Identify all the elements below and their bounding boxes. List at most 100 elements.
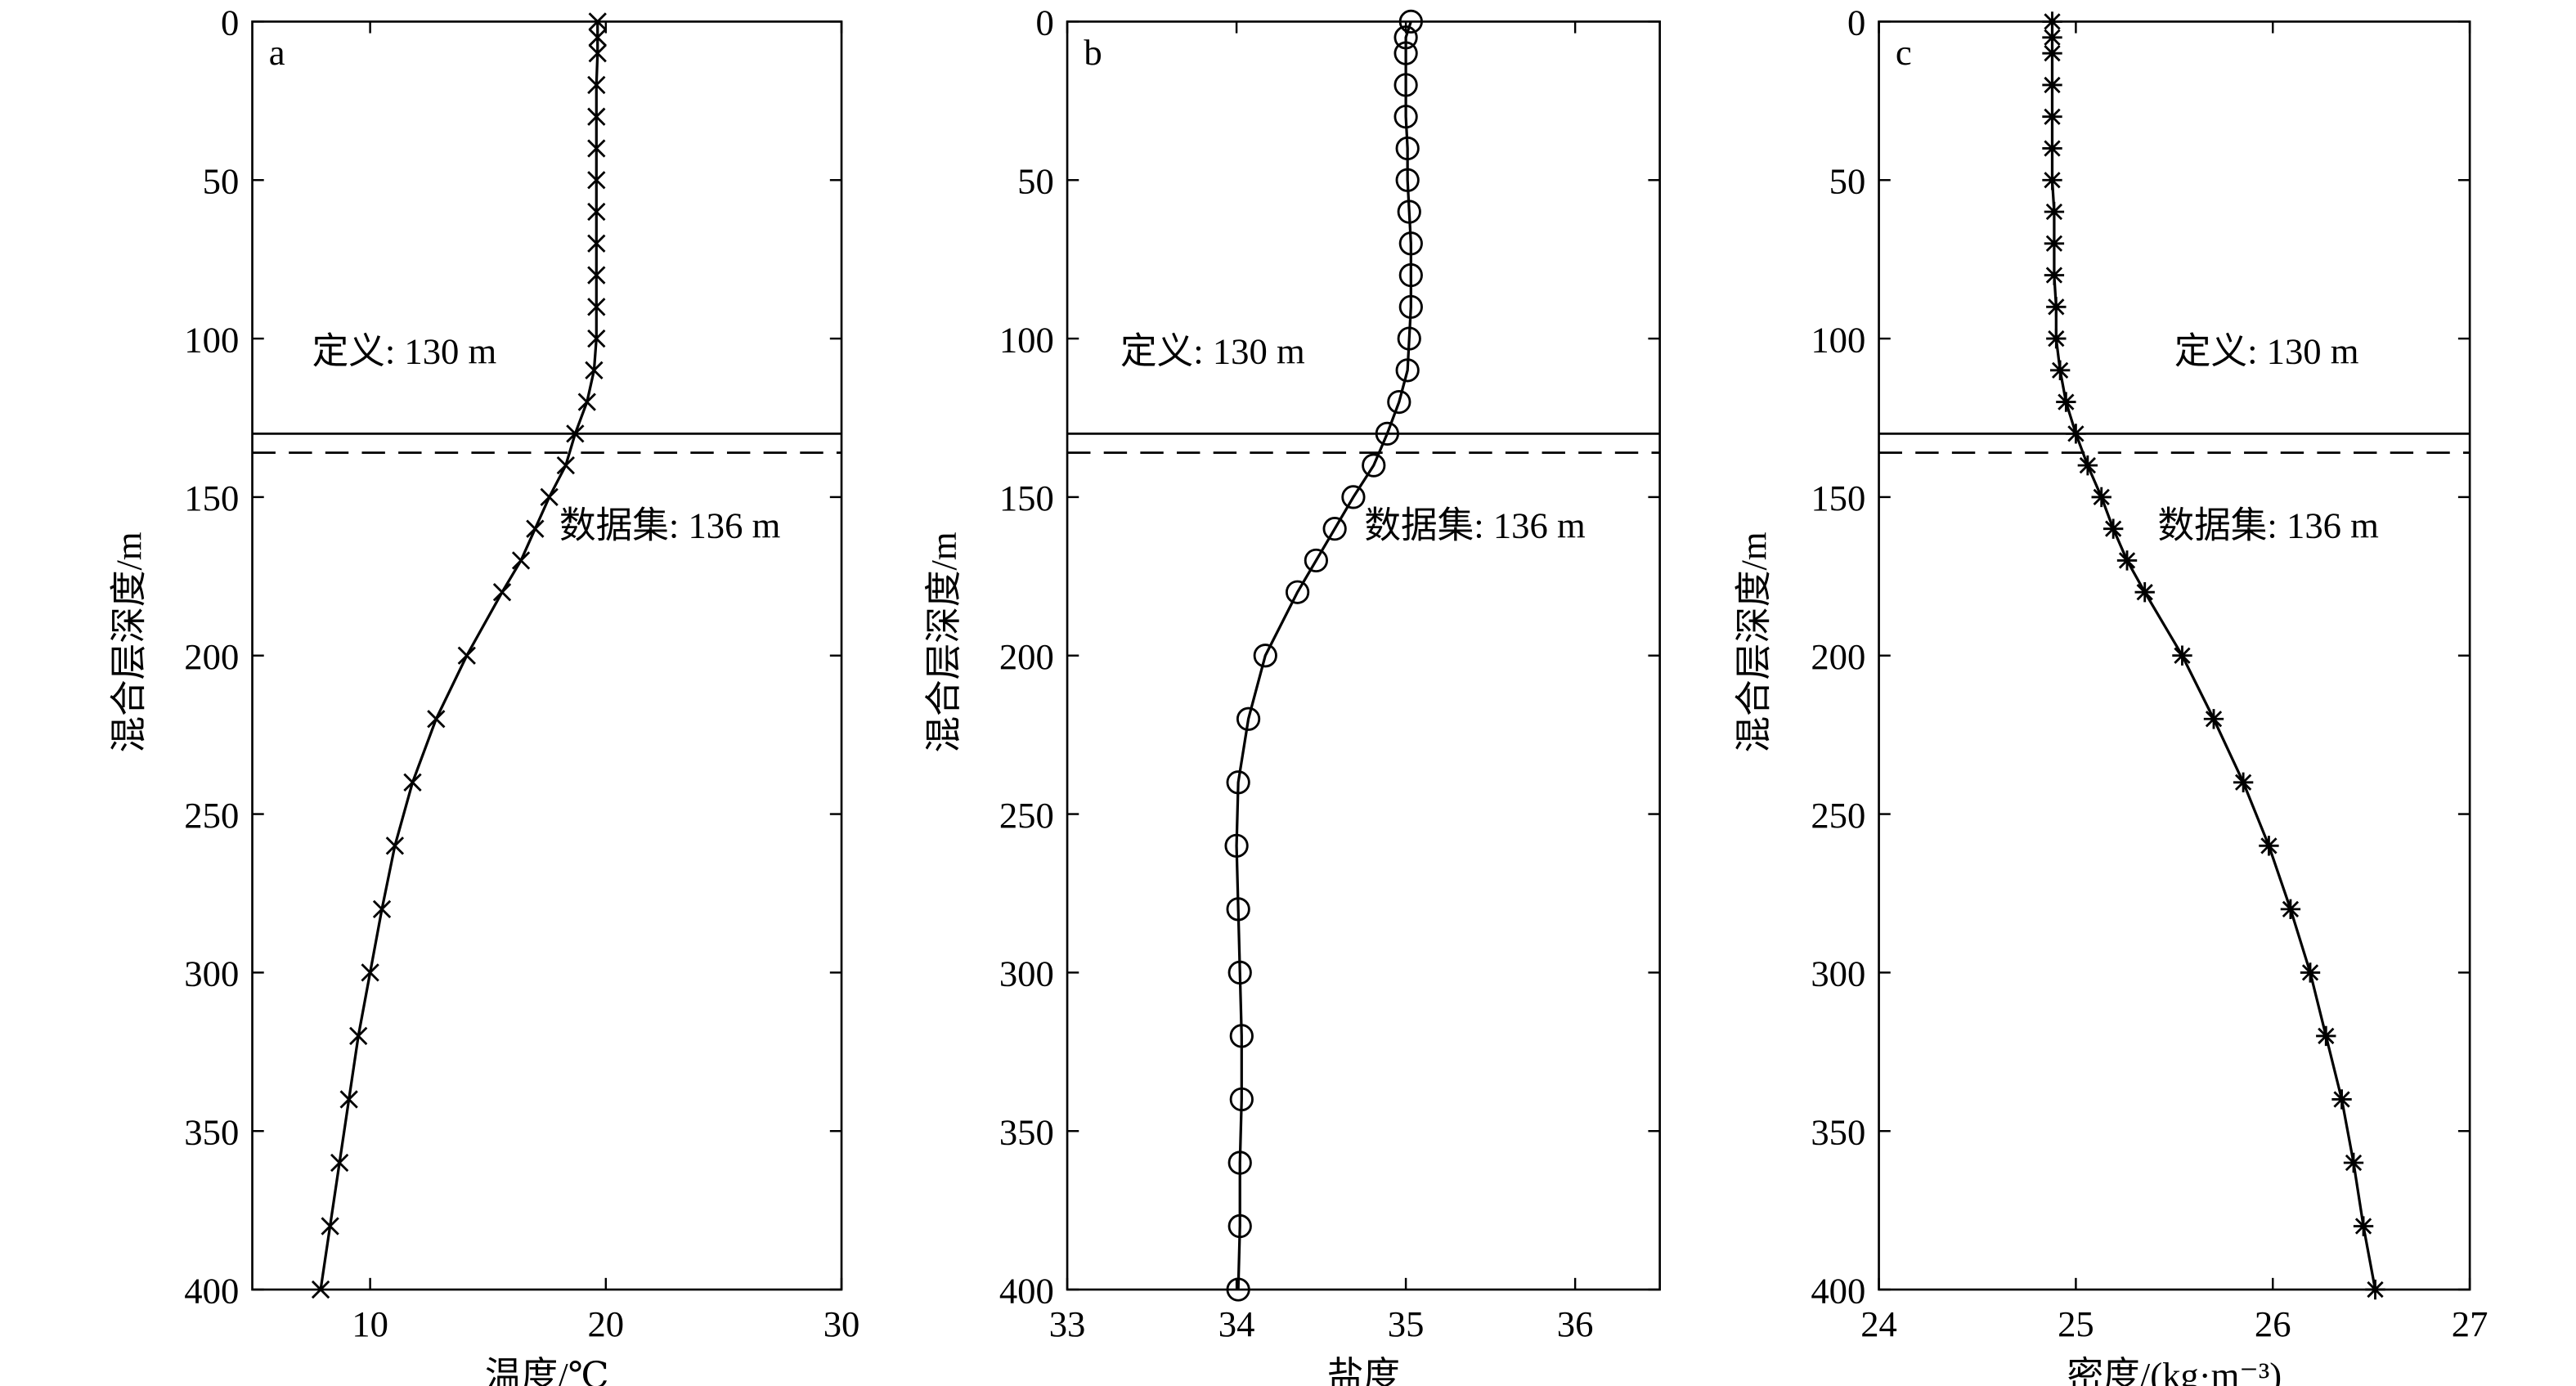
marker: [2134, 582, 2155, 603]
marker: [511, 551, 531, 570]
marker: [2091, 487, 2112, 508]
x-axis-label: 密度/(kg·m⁻³): [2067, 1355, 2282, 1386]
x-tick-label: 36: [1557, 1303, 1594, 1344]
x-tick-label: 24: [1860, 1303, 1897, 1344]
marker: [2259, 836, 2279, 856]
marker: [587, 234, 606, 253]
marker: [2077, 455, 2098, 476]
marker: [1322, 517, 1347, 541]
annotation: 定义: 130 m: [2174, 331, 2359, 372]
x-tick-label: 27: [2452, 1303, 2488, 1344]
marker: [587, 266, 606, 285]
marker: [2042, 170, 2062, 191]
marker: [1393, 25, 1418, 50]
marker: [1226, 1277, 1250, 1302]
marker: [2066, 424, 2086, 444]
x-tick-label: 25: [2058, 1303, 2094, 1344]
marker: [2233, 772, 2254, 792]
y-tick-label: 300: [184, 953, 239, 994]
y-tick-label: 200: [999, 636, 1054, 677]
marker: [330, 1153, 349, 1173]
annotation: 定义: 130 m: [312, 331, 497, 372]
marker: [2300, 962, 2321, 983]
marker: [587, 202, 606, 222]
marker: [2103, 518, 2124, 539]
marker: [2056, 392, 2076, 412]
marker: [2172, 645, 2192, 666]
annotation: 数据集: 136 m: [2158, 505, 2380, 546]
marker: [540, 487, 559, 507]
marker: [1362, 453, 1386, 478]
x-axis-label: 温度/℃: [485, 1355, 609, 1386]
plot-frame: [251, 20, 843, 1291]
marker: [587, 107, 606, 126]
marker: [2049, 360, 2071, 381]
marker: [1285, 580, 1310, 604]
y-tick-label: 50: [203, 160, 240, 201]
marker: [566, 424, 585, 443]
annotation: 定义: 130 m: [1120, 331, 1305, 372]
y-tick-label: 350: [184, 1111, 239, 1152]
marker: [577, 392, 596, 411]
marker: [457, 646, 476, 665]
marker: [2042, 43, 2062, 64]
marker: [1393, 41, 1418, 65]
y-tick-label: 100: [1811, 319, 1865, 360]
marker: [588, 44, 607, 63]
marker: [2042, 27, 2062, 47]
marker: [311, 1280, 330, 1299]
marker: [403, 773, 422, 792]
marker: [1398, 294, 1423, 319]
marker: [1398, 9, 1423, 34]
x-tick-label: 10: [352, 1303, 388, 1344]
marker: [2280, 899, 2301, 920]
y-tick-label: 100: [999, 319, 1054, 360]
marker: [385, 837, 405, 855]
marker: [2365, 1279, 2385, 1300]
marker: [1229, 1087, 1254, 1112]
marker: [1398, 262, 1423, 288]
panel-label: b: [1084, 32, 1102, 73]
marker: [1253, 644, 1277, 668]
marker: [2353, 1216, 2374, 1236]
series-line: [1235, 20, 1412, 1290]
marker: [1395, 168, 1420, 192]
marker: [1227, 1213, 1252, 1239]
x-tick-label: 30: [824, 1303, 860, 1344]
marker: [1224, 833, 1249, 858]
marker: [1236, 706, 1261, 731]
marker: [339, 1090, 358, 1109]
marker: [2116, 550, 2138, 571]
y-tick-label: 50: [1017, 160, 1054, 201]
marker: [2042, 106, 2062, 127]
marker: [2042, 11, 2062, 32]
marker: [1397, 200, 1421, 224]
x-tick-label: 20: [587, 1303, 624, 1344]
y-tick-label: 350: [999, 1111, 1054, 1152]
marker: [2046, 328, 2067, 349]
marker: [321, 1217, 339, 1236]
marker: [2044, 233, 2065, 253]
marker: [2203, 709, 2224, 729]
series-line: [2050, 21, 2377, 1290]
y-tick-label: 300: [1811, 953, 1865, 994]
marker: [587, 139, 606, 158]
y-tick-label: 250: [1811, 795, 1865, 836]
marker: [349, 1026, 368, 1046]
marker: [2331, 1089, 2352, 1110]
annotation: 数据集: 136 m: [1364, 505, 1586, 546]
x-tick-label: 33: [1049, 1303, 1086, 1344]
marker: [1341, 485, 1366, 509]
marker: [1398, 231, 1423, 256]
marker: [1227, 1151, 1252, 1175]
marker: [2044, 265, 2065, 285]
marker: [2042, 74, 2062, 96]
marker: [427, 710, 446, 729]
marker: [585, 361, 604, 379]
y-tick-label: 400: [1811, 1270, 1865, 1311]
marker: [361, 963, 379, 982]
marker: [1387, 389, 1411, 415]
y-tick-label: 350: [1811, 1111, 1865, 1152]
